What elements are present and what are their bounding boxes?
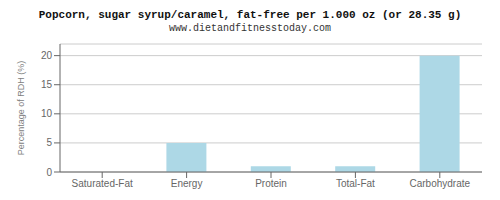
html-text:Popcorn, sugar syrup/caramel,: Popcorn, sugar syrup/caramel, fat-free p… bbox=[38, 9, 462, 21]
svg-text:Protein: Protein bbox=[255, 178, 287, 189]
html-text:www.dietandfitnesstoday.com: www.dietandfitnesstoday.com bbox=[169, 23, 331, 34]
svg-text:Carbohydrate: Carbohydrate bbox=[410, 178, 471, 189]
svg-text:Energy: Energy bbox=[171, 178, 203, 189]
svg-text:10: 10 bbox=[41, 108, 53, 119]
svg-text:Percentage of RDH (%): Percentage of RDH (%) bbox=[16, 61, 26, 156]
svg-text:0: 0 bbox=[46, 167, 52, 178]
svg-text:15: 15 bbox=[41, 79, 53, 90]
svg-text:Total-Fat: Total-Fat bbox=[336, 178, 375, 189]
svg-text:5: 5 bbox=[46, 137, 52, 148]
svg-text:20: 20 bbox=[41, 50, 53, 61]
svg-text:Saturated-Fat: Saturated-Fat bbox=[72, 178, 133, 189]
